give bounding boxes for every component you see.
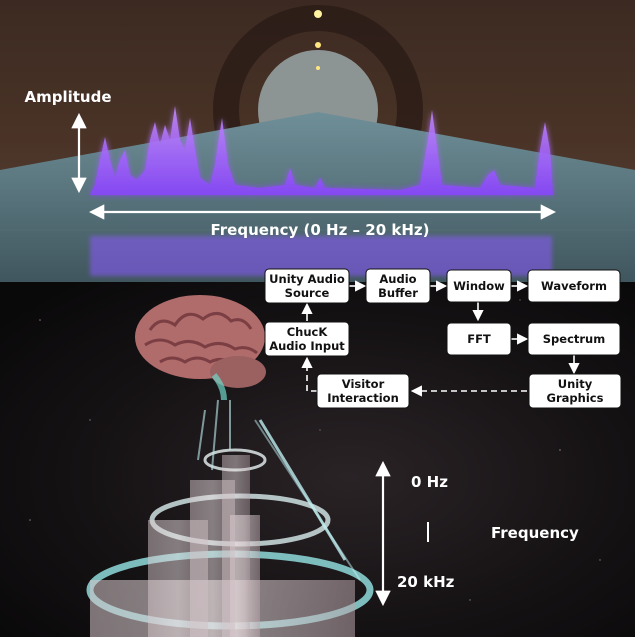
node-visitor-interaction: Visitor Interaction <box>316 373 410 409</box>
bottom-panel: 0 Hz Frequency 20 kHz <box>0 282 635 637</box>
node-spectrum: Spectrum <box>527 322 621 356</box>
frequency-range-label: Frequency (0 Hz – 20 kHz) <box>211 221 430 239</box>
node-waveform: Waveform <box>527 269 621 303</box>
star-field <box>29 299 601 601</box>
light <box>314 10 322 18</box>
amplitude-label: Amplitude <box>24 88 111 106</box>
brain-model <box>135 295 266 401</box>
svg-text:ChucK: ChucK <box>287 325 329 339</box>
svg-text:Graphics: Graphics <box>547 391 604 405</box>
edge-visitor-chuck <box>301 356 317 392</box>
frequency-label: Frequency <box>491 524 579 542</box>
flowchart: Unity Audio Source Audio Buffer Window W… <box>264 268 622 409</box>
node-audio-buffer: Audio Buffer <box>365 268 431 304</box>
svg-text:Audio Input: Audio Input <box>269 339 345 353</box>
svg-text:FFT: FFT <box>467 332 491 346</box>
freq-bottom-label: 20 kHz <box>397 573 455 591</box>
svg-text:Waveform: Waveform <box>541 279 607 293</box>
svg-text:Unity: Unity <box>558 377 593 391</box>
svg-text:Buffer: Buffer <box>378 286 418 300</box>
node-unity-graphics: Unity Graphics <box>528 373 622 409</box>
svg-text:Unity Audio: Unity Audio <box>269 272 345 286</box>
svg-text:Visitor: Visitor <box>342 377 385 391</box>
node-chuck-audio-input: ChucK Audio Input <box>264 321 350 357</box>
node-fft: FFT <box>446 322 512 356</box>
svg-text:Source: Source <box>285 286 330 300</box>
svg-text:Audio: Audio <box>379 272 416 286</box>
spectrum-plot <box>90 106 553 195</box>
freq-top-label: 0 Hz <box>411 473 448 491</box>
svg-text:Interaction: Interaction <box>327 391 399 405</box>
svg-text:Window: Window <box>453 279 505 293</box>
top-panel: Amplitude Frequency (0 Hz – 20 kHz) <box>0 0 635 282</box>
svg-text:Spectrum: Spectrum <box>543 332 605 346</box>
spiral-visualization <box>86 399 374 637</box>
node-window: Window <box>446 269 512 303</box>
node-unity-audio-source: Unity Audio Source <box>264 268 350 304</box>
